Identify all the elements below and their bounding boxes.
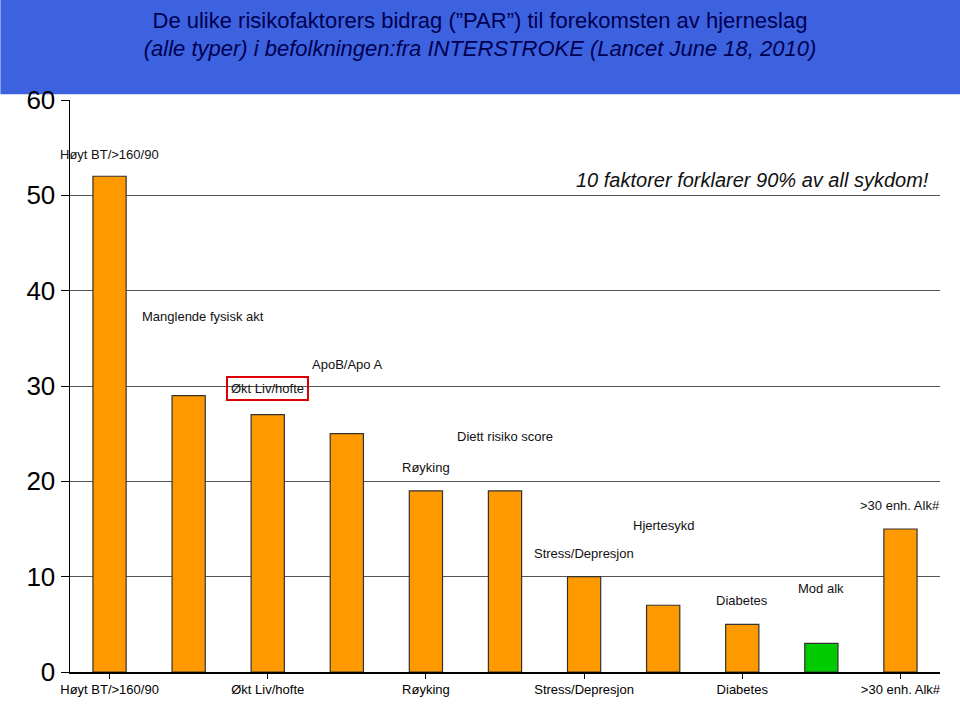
svg-text:Diabetes: Diabetes (717, 682, 769, 697)
svg-text:30: 30 (26, 371, 55, 401)
svg-text:Hjertesykd: Hjertesykd (633, 518, 694, 533)
svg-text:>30 enh. Alk#: >30 enh. Alk# (860, 498, 940, 513)
svg-text:ApoB/Apo A: ApoB/Apo A (312, 357, 382, 372)
svg-text:Høyt BT/>160/90: Høyt BT/>160/90 (60, 682, 159, 697)
svg-text:20: 20 (26, 466, 55, 496)
svg-text:Økt Liv/hofte: Økt Liv/hofte (231, 682, 304, 697)
svg-text:Røyking: Røyking (402, 460, 450, 475)
svg-text:De ulike risikofaktorers bidra: De ulike risikofaktorers bidrag (”PAR”) … (144, 8, 817, 62)
svg-text:Økt Liv/hofte: Økt Liv/hofte (231, 381, 304, 396)
svg-text:Høyt BT/>160/90: Høyt BT/>160/90 (60, 147, 159, 162)
svg-text:60: 60 (26, 85, 55, 115)
svg-text:Diabetes: Diabetes (716, 593, 768, 608)
svg-text:50: 50 (26, 180, 55, 210)
svg-text:Stress/Depresjon: Stress/Depresjon (534, 546, 634, 561)
svg-text:Diett risiko score: Diett risiko score (457, 429, 553, 444)
svg-text:40: 40 (26, 276, 55, 306)
svg-text:Stress/Depresjon: Stress/Depresjon (534, 682, 634, 697)
svg-text:>30 enh. Alk#: >30 enh. Alk# (861, 682, 941, 697)
svg-text:Manglende fysisk akt: Manglende fysisk akt (142, 309, 264, 324)
svg-text:0: 0 (41, 657, 55, 687)
svg-text:Mod alk: Mod alk (798, 581, 844, 596)
svg-text:10: 10 (26, 562, 55, 592)
svg-text:Røyking: Røyking (402, 682, 450, 697)
svg-text:10 faktorer forklarer 90% av a: 10 faktorer forklarer 90% av all sykdom! (576, 169, 929, 191)
